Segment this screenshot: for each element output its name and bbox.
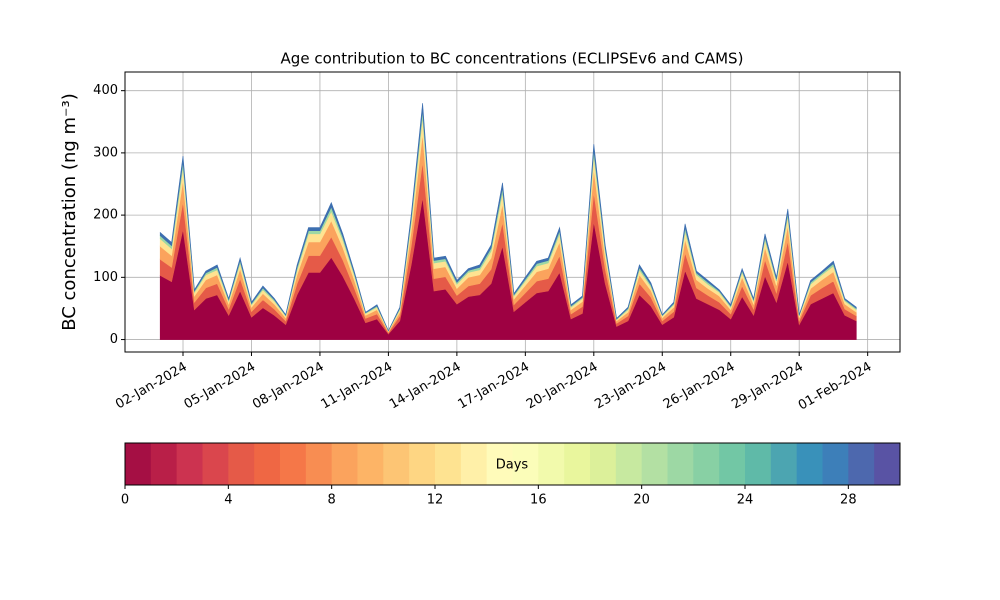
colorbar-swatch <box>770 443 798 485</box>
colorbar-swatch <box>280 443 307 485</box>
colorbar-swatch <box>150 443 178 485</box>
colorbar-swatch <box>486 443 513 485</box>
colorbar-swatch <box>254 443 281 485</box>
colorbar-swatch <box>383 443 410 485</box>
colorbar-swatch <box>590 443 617 485</box>
colorbar-tick-label: 12 <box>427 493 444 508</box>
colorbar-swatch <box>693 443 720 485</box>
colorbar-tick-label: 0 <box>121 493 129 508</box>
colorbar-swatch <box>641 443 668 485</box>
y-tick-label: 200 <box>93 208 118 223</box>
colorbar-label: Days <box>496 458 529 473</box>
colorbar-tick-label: 4 <box>224 493 232 508</box>
colorbar-frame <box>124 442 901 486</box>
x-tick-label: 14-Jan-2024 <box>387 360 464 413</box>
colorbar-tick-label: 28 <box>840 493 857 508</box>
colorbar-swatch <box>357 443 384 485</box>
colorbar-swatch <box>176 443 203 485</box>
colorbar-swatch <box>745 443 772 485</box>
colorbar-swatch <box>409 443 436 485</box>
colorbar-tick-label: 24 <box>737 493 754 508</box>
colorbar-swatch <box>125 443 152 485</box>
x-tick-label: 05-Jan-2024 <box>182 360 259 413</box>
colorbar-swatch <box>564 443 591 485</box>
colorbar-tick-label: 20 <box>633 493 650 508</box>
x-tick-label: 23-Jan-2024 <box>592 360 669 413</box>
x-tick-label: 02-Jan-2024 <box>113 360 190 413</box>
x-tick-label: 08-Jan-2024 <box>250 360 327 413</box>
colorbar-swatch <box>512 443 539 485</box>
colorbar-swatch <box>305 443 333 485</box>
colorbar-tick-label: 16 <box>530 493 547 508</box>
x-tick-label: 01-Feb-2024 <box>796 360 875 414</box>
y-axis-label: BC concentration (ng m⁻³) <box>59 93 80 331</box>
colorbar-swatch <box>667 443 694 485</box>
x-tick-label: 20-Jan-2024 <box>524 360 601 413</box>
y-tick-label: 400 <box>93 83 118 98</box>
colorbar-swatch <box>615 443 643 485</box>
colorbar-swatch <box>848 443 875 485</box>
y-tick-label: 100 <box>93 270 118 285</box>
chart-title: Age contribution to BC concentrations (E… <box>281 50 744 68</box>
colorbar-swatch <box>874 443 901 485</box>
colorbar-swatch <box>202 443 229 485</box>
colorbar-swatch <box>331 443 358 485</box>
colorbar-swatch <box>435 443 462 485</box>
x-tick-label: 29-Jan-2024 <box>729 360 806 413</box>
colorbar-swatch <box>460 443 488 485</box>
x-tick-label: 17-Jan-2024 <box>455 360 532 413</box>
colorbar-swatch <box>228 443 255 485</box>
colorbar-swatch <box>538 443 565 485</box>
colorbar-swatch <box>796 443 823 485</box>
y-tick-label: 300 <box>93 145 118 160</box>
colorbar-swatch <box>719 443 746 485</box>
y-tick-label: 0 <box>110 332 118 347</box>
plot-frame <box>124 71 901 353</box>
x-tick-label: 11-Jan-2024 <box>319 360 396 413</box>
area <box>159 103 857 332</box>
colorbar-swatch <box>822 443 849 485</box>
colorbar-tick-label: 8 <box>328 493 336 508</box>
x-tick-label: 26-Jan-2024 <box>661 360 738 413</box>
